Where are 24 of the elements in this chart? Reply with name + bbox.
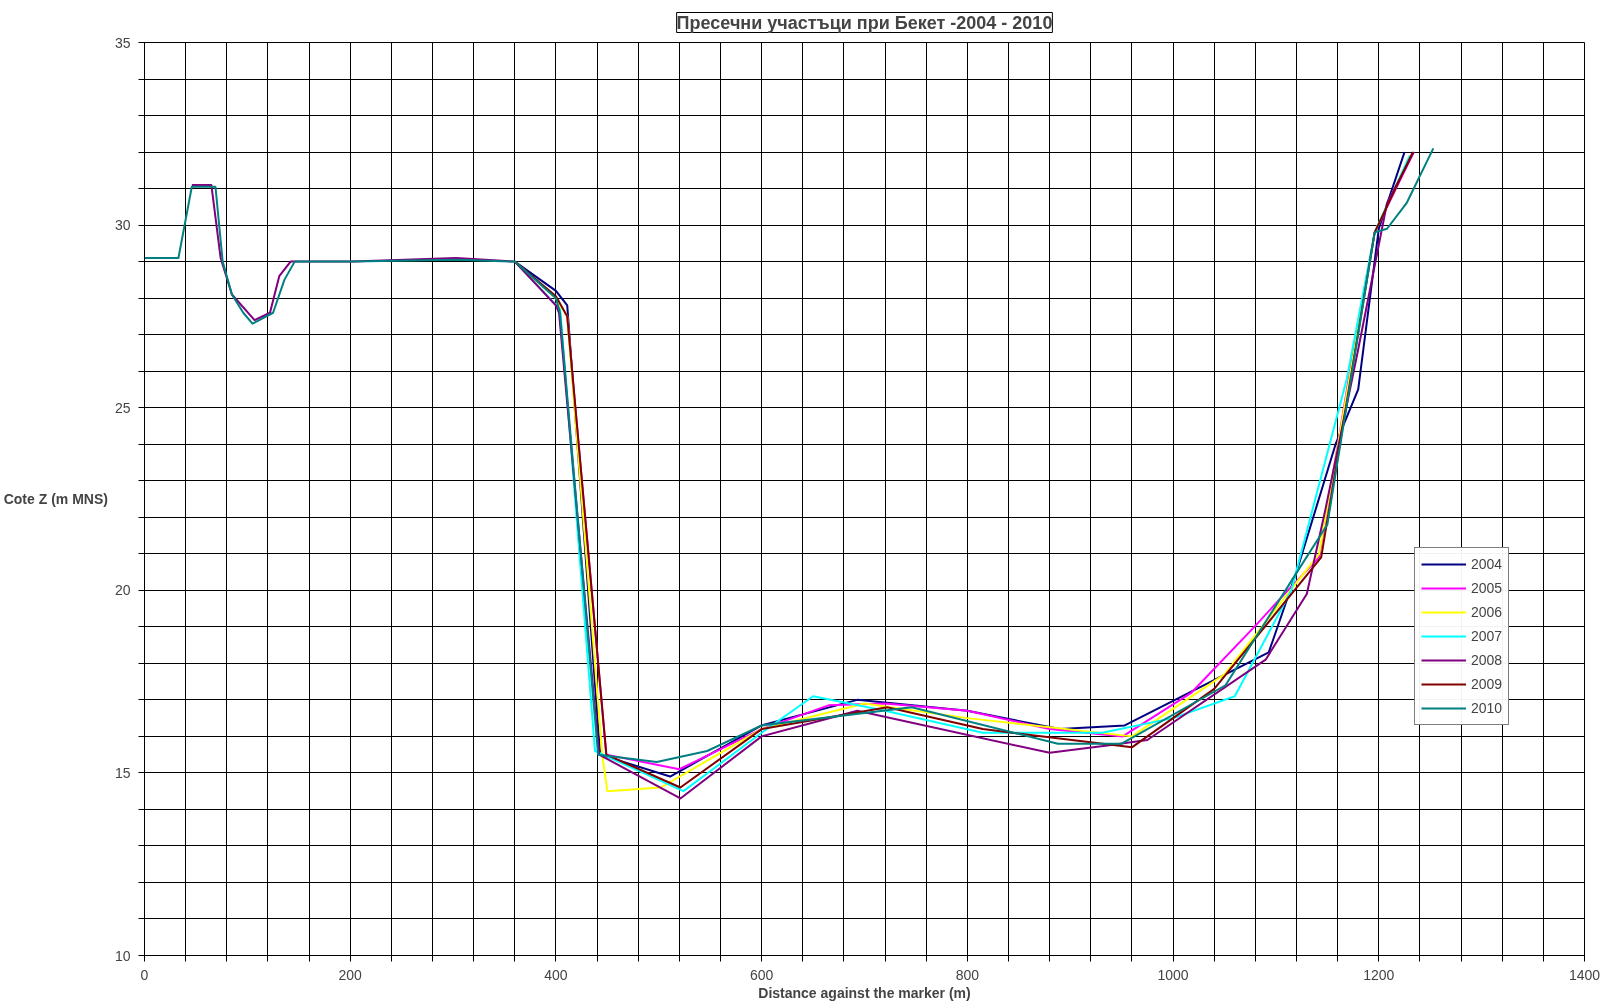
y-tick-label: 35 (114, 34, 131, 51)
legend-label: 2007 (1471, 628, 1503, 644)
x-tick-label: 600 (749, 966, 774, 983)
x-tick-label: 400 (544, 966, 568, 983)
y-axis-title: Cote Z (m MNS) (3, 491, 108, 507)
y-tick-label: 25 (114, 399, 131, 416)
legend-label: 2010 (1471, 700, 1503, 716)
x-tick-label: 1000 (1157, 966, 1189, 983)
x-tick-label: 800 (955, 966, 980, 983)
chart-title: Пресечни участъци при Бекет -2004 - 2010 (676, 12, 1053, 33)
y-tick-label: 20 (114, 582, 131, 599)
x-tick-label: 1200 (1363, 966, 1395, 983)
legend-label: 2005 (1471, 580, 1503, 596)
legend-label: 2009 (1471, 676, 1503, 692)
x-axis-title: Distance against the marker (m) (758, 984, 971, 1001)
legend-label: 2006 (1471, 604, 1503, 620)
x-tick-label: 1400 (1568, 966, 1601, 983)
x-tick-label: 200 (338, 966, 363, 983)
y-tick-label: 10 (114, 947, 131, 964)
y-tick-label: 30 (114, 217, 131, 234)
legend-label: 2008 (1471, 652, 1503, 668)
y-tick-label: 15 (114, 764, 131, 781)
legend-label: 2004 (1471, 556, 1503, 572)
x-tick-label: 0 (140, 966, 149, 983)
